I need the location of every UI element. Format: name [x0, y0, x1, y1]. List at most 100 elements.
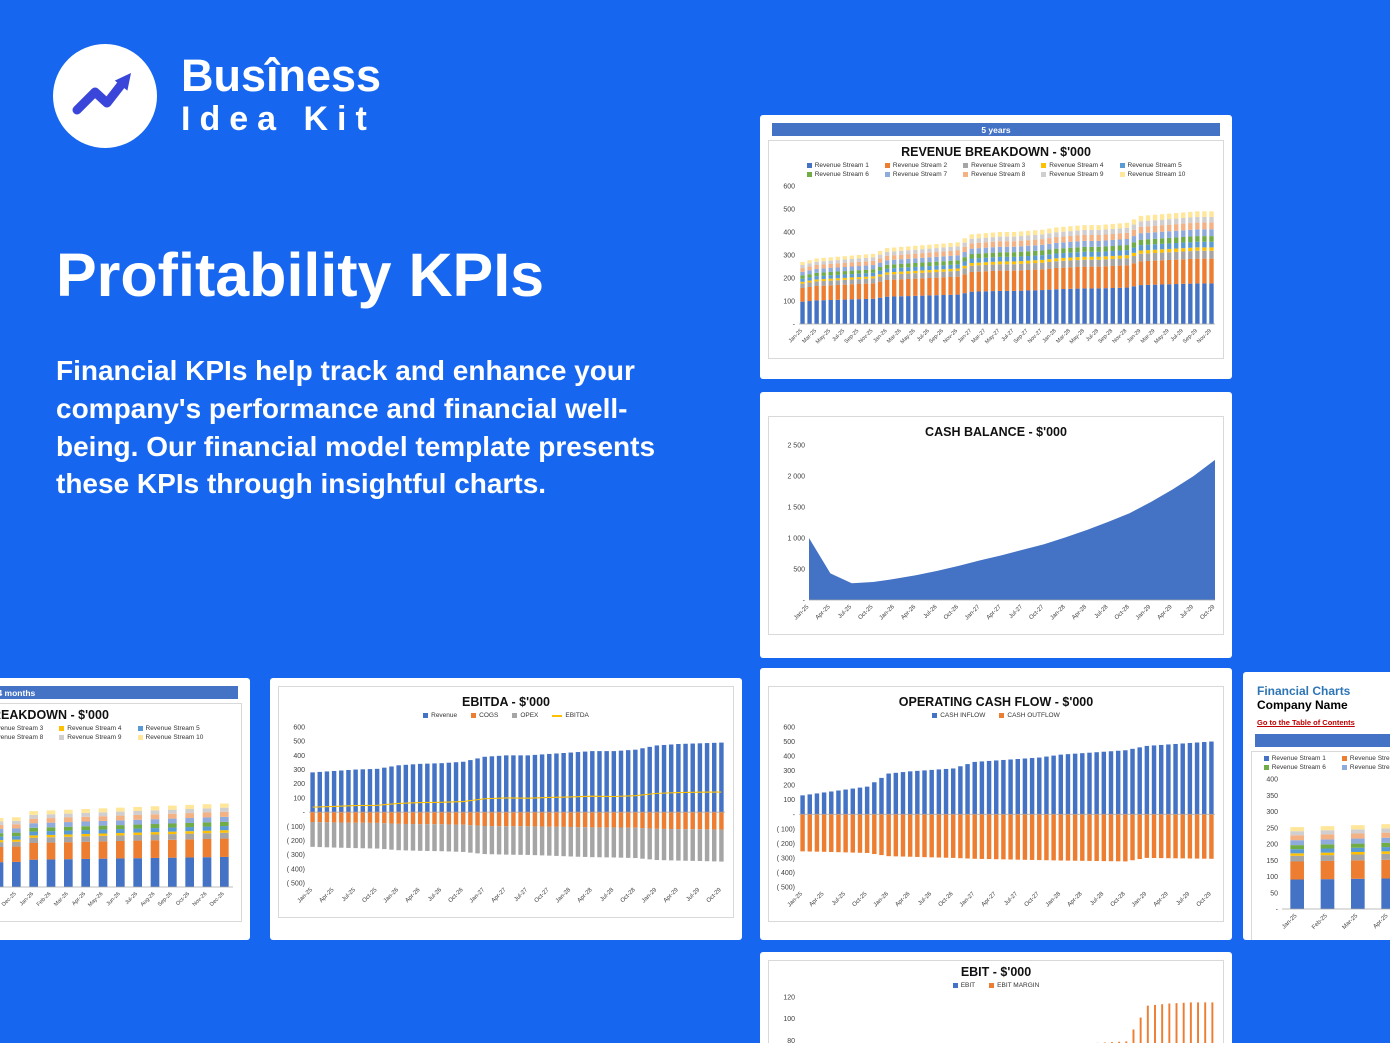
svg-text:( 100): ( 100)	[777, 826, 795, 833]
ebit-chart: 12010080604020-Jan-25Apr-25Jul-25Oct-25J…	[769, 991, 1223, 1043]
chart-legend: EBIT EBIT MARGIN	[769, 979, 1223, 991]
legend-item-revenue-stream-8: Revenue Stream 8	[963, 171, 1025, 178]
svg-text:Jan-28: Jan-28	[555, 887, 573, 905]
svg-text:Sep-29: Sep-29	[1182, 328, 1199, 345]
financial-charts-header-block: Financial Charts Company Name Go to the …	[1251, 680, 1390, 730]
svg-text:Nov-26: Nov-26	[942, 328, 959, 345]
svg-text:600: 600	[293, 725, 305, 732]
svg-text:Jan-29: Jan-29	[1131, 891, 1149, 909]
svg-text:Jul-27: Jul-27	[1008, 604, 1024, 620]
svg-text:Jan-26: Jan-26	[873, 891, 891, 909]
svg-text:Oct-26: Oct-26	[448, 887, 465, 904]
revenue-breakdown-24m-viewport: 24 months REVENUE BREAKDOWN - $'000 Reve…	[0, 678, 250, 940]
brand-name-line1: Busîness	[181, 50, 382, 101]
svg-text:200: 200	[783, 783, 795, 790]
legend-item-revenue-stream-6: Revenue Stream 6	[806, 171, 869, 178]
svg-text:50: 50	[1270, 890, 1278, 897]
svg-text:Feb-26: Feb-26	[36, 891, 53, 908]
svg-text:Jul-26: Jul-26	[923, 604, 939, 620]
table-of-contents-link[interactable]: Go to the Table of Contents	[1257, 718, 1355, 727]
legend-item-cogs: COGS	[471, 712, 498, 719]
svg-text:Apr-26: Apr-26	[895, 891, 912, 908]
legend-item-revenue-stream-10: Revenue Stream 10	[1119, 171, 1185, 178]
svg-text:400: 400	[783, 754, 795, 761]
svg-text:Oct-25: Oct-25	[362, 887, 379, 904]
svg-text:Apr-25: Apr-25	[1373, 913, 1390, 930]
legend-item-revenue-stream-2: Revenue Stream 2	[884, 162, 947, 169]
svg-text:150: 150	[1266, 858, 1278, 865]
cash-balance-card: CASH BALANCE - $'000 2 500 2 000 1 500 1 00…	[760, 392, 1232, 658]
svg-text:( 400): ( 400)	[287, 866, 305, 873]
svg-text:Jan-25: Jan-25	[297, 887, 315, 905]
svg-text:Apr-25: Apr-25	[319, 887, 336, 904]
svg-text:300: 300	[1266, 809, 1278, 816]
svg-text:( 300): ( 300)	[777, 855, 795, 862]
legend-item-revenue-stream-3: Revenue Stream 3	[0, 725, 44, 732]
legend-item-revenue-stream-4: Revenue Stream 4	[1041, 162, 1104, 169]
svg-text:Sep-28: Sep-28	[1097, 328, 1114, 345]
page-title: Profitability KPIs	[56, 241, 545, 309]
svg-text:500: 500	[783, 207, 795, 214]
svg-text:Oct-29: Oct-29	[706, 887, 723, 904]
svg-text:Jul-28: Jul-28	[1089, 891, 1105, 907]
svg-text:Jan-28: Jan-28	[1045, 891, 1063, 909]
financial-charts-heading: Financial Charts	[1257, 684, 1351, 698]
svg-text:-: -	[793, 322, 796, 329]
svg-text:May-26: May-26	[87, 891, 104, 908]
svg-text:Jul-27: Jul-27	[1003, 891, 1019, 907]
svg-text:500: 500	[783, 739, 795, 746]
chart-title: EBIT - $'000	[960, 965, 1032, 979]
chart-title: REVENUE BREAKDOWN - $'000	[901, 145, 1091, 159]
svg-text:Jun-26: Jun-26	[106, 891, 122, 907]
svg-text:1 500: 1 500	[787, 505, 805, 512]
svg-text:Jan-28: Jan-28	[1050, 604, 1068, 622]
operating-cash-flow-chart-object: OPERATING CASH FLOW - $'000 CASH INFLOW C…	[768, 686, 1224, 922]
svg-text:100: 100	[783, 1016, 795, 1023]
svg-text:-: -	[303, 810, 306, 817]
legend-item-opex: OPEX	[512, 712, 538, 719]
chart-title: OPERATING CASH FLOW - $'000	[898, 695, 1094, 709]
mini-breakdown-chart: 400 350 300 250 200 150 100 50 - Jan-25 Feb-25 Mar-…	[1252, 773, 1390, 940]
svg-text:Jul-28: Jul-28	[1094, 604, 1110, 620]
svg-text:Jan-27: Jan-27	[959, 891, 977, 909]
svg-text:200: 200	[783, 276, 795, 283]
svg-text:( 200): ( 200)	[777, 841, 795, 848]
svg-text:( 100): ( 100)	[287, 824, 305, 831]
legend-item-revenue-stream-9: Revenue Stream 9	[1041, 171, 1104, 178]
svg-text:May-28: May-28	[1069, 328, 1086, 345]
svg-text:Nov-29: Nov-29	[1196, 328, 1213, 345]
svg-text:Apr-27: Apr-27	[491, 887, 508, 904]
ebitda-chart-object: EBITDA - $'000 Revenue COGS OPEX EBITDA 600…	[278, 686, 734, 918]
legend-item-revenue-stream-10: Revenue Stream 10	[137, 734, 203, 741]
revenue-breakdown-5y-chart: 600 500 400 300 200 100- Jan-25 Mar-25 May-25 Jul…	[769, 180, 1223, 358]
chart-period-header-mini	[1255, 734, 1390, 747]
mini-breakdown-chart-object: Revenue Stream 1 Revenue Stream 2 Revenue …	[1251, 751, 1390, 940]
chart-title: EBITDA - $'000	[462, 695, 550, 709]
svg-text:Dec-26: Dec-26	[209, 891, 226, 908]
svg-text:May-29: May-29	[1153, 328, 1170, 345]
svg-text:Apr-26: Apr-26	[900, 604, 917, 621]
legend-item-revenue-stream-6: Revenue Stream 6	[1263, 764, 1326, 771]
legend-item-revenue: Revenue	[423, 712, 457, 719]
svg-text:Feb-25: Feb-25	[1311, 913, 1329, 931]
svg-text:80: 80	[787, 1038, 795, 1043]
svg-text:Jul-27: Jul-27	[513, 887, 529, 903]
svg-text:Aug-26: Aug-26	[140, 891, 157, 908]
svg-text:300: 300	[783, 253, 795, 260]
svg-text:Apr-26: Apr-26	[71, 891, 87, 907]
ebitda-chart: 600 500 400 300 200 100 - ( 100) ( 200) ( 300) ( 4…	[279, 721, 733, 917]
svg-text:-: -	[803, 598, 806, 605]
svg-text:350: 350	[1266, 793, 1278, 800]
legend-item-revenue-stream-3: Revenue Stream 3	[963, 162, 1025, 169]
svg-text:( 200): ( 200)	[287, 838, 305, 845]
svg-text:Mar-25: Mar-25	[1342, 913, 1360, 931]
legend-item-cash-outflow: CASH OUTFLOW	[999, 712, 1060, 719]
trend-arrow-icon	[72, 73, 131, 115]
operating-cash-flow-chart: 600 500 400 300 200 100 - ( 100) ( 200) ( 300) ( 4…	[769, 721, 1223, 921]
svg-text:Jan-27: Jan-27	[964, 604, 982, 622]
svg-text:Apr-29: Apr-29	[1157, 604, 1174, 621]
svg-text:Apr-27: Apr-27	[981, 891, 998, 908]
